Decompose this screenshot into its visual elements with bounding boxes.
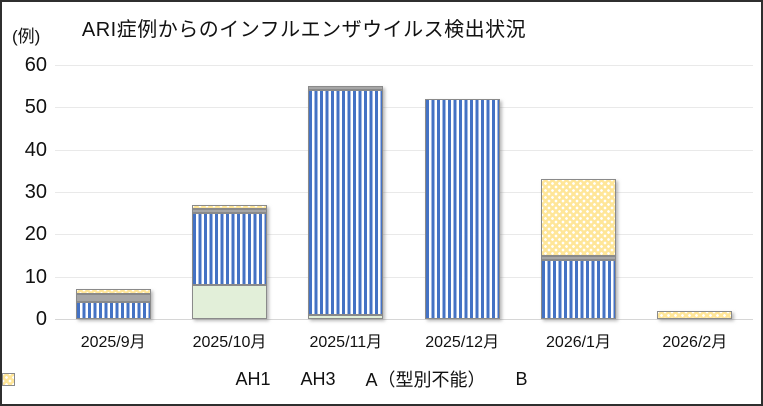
legend-item-AH1: AH1	[2, 368, 271, 390]
bar-segment-AH1	[308, 314, 384, 319]
plot-area: 0 10 20 30 40 50 60 2025/9月 2025/10月 2025/11月 2025…	[25, 55, 753, 351]
legend-label-AH3: AH3	[300, 368, 336, 389]
y-tick-label: 10	[24, 265, 47, 288]
bar-2025/9月	[75, 65, 151, 319]
bar-segment-AH1	[192, 285, 267, 319]
bar-2025/10月	[192, 65, 267, 319]
bar-2026/2月	[657, 65, 733, 319]
bar-segment-B	[75, 289, 151, 294]
bar-segment-AH3	[424, 98, 500, 319]
bar-segment-A（型別不能）	[308, 86, 384, 91]
bar-segment-AH3	[541, 259, 616, 319]
legend-label-A（型別不能）: A（型別不能）	[365, 370, 486, 390]
gridline-0	[55, 319, 753, 320]
x-tick-label: 2025/10月	[192, 334, 267, 351]
bar-2026/1月	[541, 65, 616, 319]
bar-segment-A（型別不能）	[192, 208, 267, 214]
bar-segment-B	[657, 310, 733, 319]
legend-item-B: B	[2, 368, 528, 390]
bar-segment-AH3	[192, 213, 267, 286]
y-tick-label: 30	[24, 181, 47, 203]
y-tick-label: 60	[24, 54, 47, 76]
bar-segment-AH3	[308, 90, 384, 315]
x-tick-label: 2025/11月	[309, 334, 383, 351]
y-tick-label: 40	[24, 138, 47, 161]
legend-label-AH1: AH1	[235, 368, 271, 389]
bar-segment-B	[192, 204, 267, 209]
bar-segment-A（型別不能）	[541, 255, 616, 260]
legend-swatch-B	[2, 372, 15, 386]
x-tick-label: 2025/12月	[425, 334, 500, 351]
y-tick-label: 20	[24, 223, 47, 246]
legend-label-B: B	[515, 368, 528, 389]
bar-segment-B	[541, 179, 616, 256]
y-tick-label: 0	[35, 308, 47, 330]
gridline-60	[55, 65, 753, 66]
legend-item-A（型別不能）: A（型別不能）	[2, 366, 486, 392]
gridline-30	[55, 192, 753, 193]
y-tick-label: 50	[24, 96, 47, 119]
chart-title: ARI症例からのインフルエンザウイルス検出状況	[81, 19, 527, 41]
gridline-50	[55, 107, 753, 109]
bar-2025/11月	[308, 65, 384, 319]
legend-item-AH3: AH3	[2, 368, 336, 390]
bar-2025/12月	[424, 65, 500, 319]
bar-segment-A（型別不能）	[75, 293, 151, 303]
bar-segment-AH3	[75, 302, 151, 319]
legend: AH1 AH3 A（型別不能） B	[2, 366, 761, 392]
y-axis-unit-label: (例)	[12, 27, 41, 46]
gridline-40	[55, 149, 753, 151]
x-tick-label: 2025/9月	[80, 334, 146, 351]
gridline-10	[55, 276, 753, 278]
x-tick-label: 2026/2月	[662, 334, 728, 351]
x-tick-label: 2026/1月	[546, 334, 611, 351]
gridline-20	[55, 234, 753, 236]
